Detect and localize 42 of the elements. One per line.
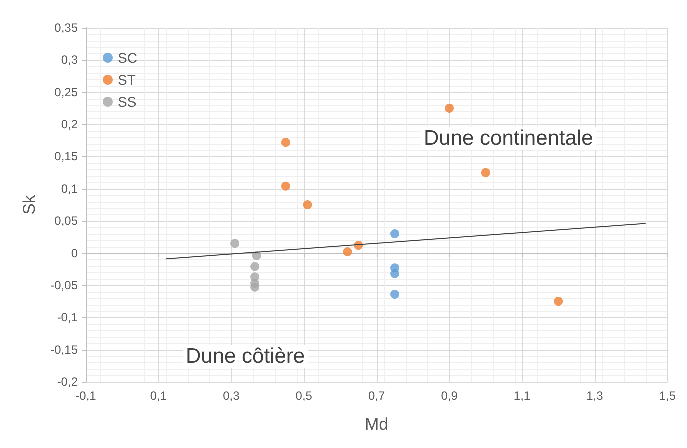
- point: [250, 262, 260, 272]
- point: [554, 297, 564, 306]
- y-tick-label: 0: [71, 246, 78, 260]
- x-tick-label: 1,3: [586, 389, 604, 403]
- annotation: Dune côtière: [186, 345, 306, 368]
- legend-label: SC: [118, 50, 138, 66]
- point: [343, 247, 352, 256]
- y-tick-label: 0,3: [61, 53, 78, 68]
- point: [281, 138, 290, 148]
- y-tick-label: 0,2: [61, 118, 78, 132]
- y-tick-label: 0,05: [54, 214, 78, 228]
- point: [390, 229, 400, 238]
- point: [390, 269, 400, 278]
- x-tick-label: 0,9: [441, 389, 458, 403]
- y-tick-label: 0,25: [54, 85, 78, 100]
- y-tick-label: 0,1: [61, 182, 78, 196]
- point: [281, 182, 290, 191]
- x-tick-label: 1,5: [659, 389, 676, 403]
- annotation: Dune continentale: [424, 127, 594, 150]
- x-tick-label: 0,3: [223, 389, 240, 403]
- x-axis-title: Md: [365, 415, 389, 434]
- x-tick-label: 1,1: [514, 389, 531, 403]
- x-tick-label: -0,1: [76, 389, 97, 403]
- point: [303, 200, 312, 210]
- point: [252, 251, 262, 260]
- legend-label: ST: [118, 72, 136, 88]
- x-tick-label: 0,5: [296, 389, 313, 403]
- y-tick-label: -0,1: [57, 310, 78, 325]
- point: [250, 282, 260, 292]
- point: [481, 168, 490, 178]
- point: [445, 104, 454, 113]
- point: [390, 290, 400, 299]
- y-tick-label: -0,2: [57, 375, 78, 389]
- y-tick-label: 0,15: [54, 150, 78, 164]
- x-tick-label: 0,7: [368, 389, 386, 403]
- x-tick-label: 0,1: [150, 389, 168, 403]
- y-tick-label: -0,15: [50, 342, 78, 357]
- y-axis-title: Sk: [20, 194, 39, 215]
- y-tick-label: -0,05: [50, 278, 78, 292]
- y-tick-label: 0,35: [54, 21, 78, 35]
- legend-label: SS: [118, 94, 137, 110]
- point: [230, 239, 240, 248]
